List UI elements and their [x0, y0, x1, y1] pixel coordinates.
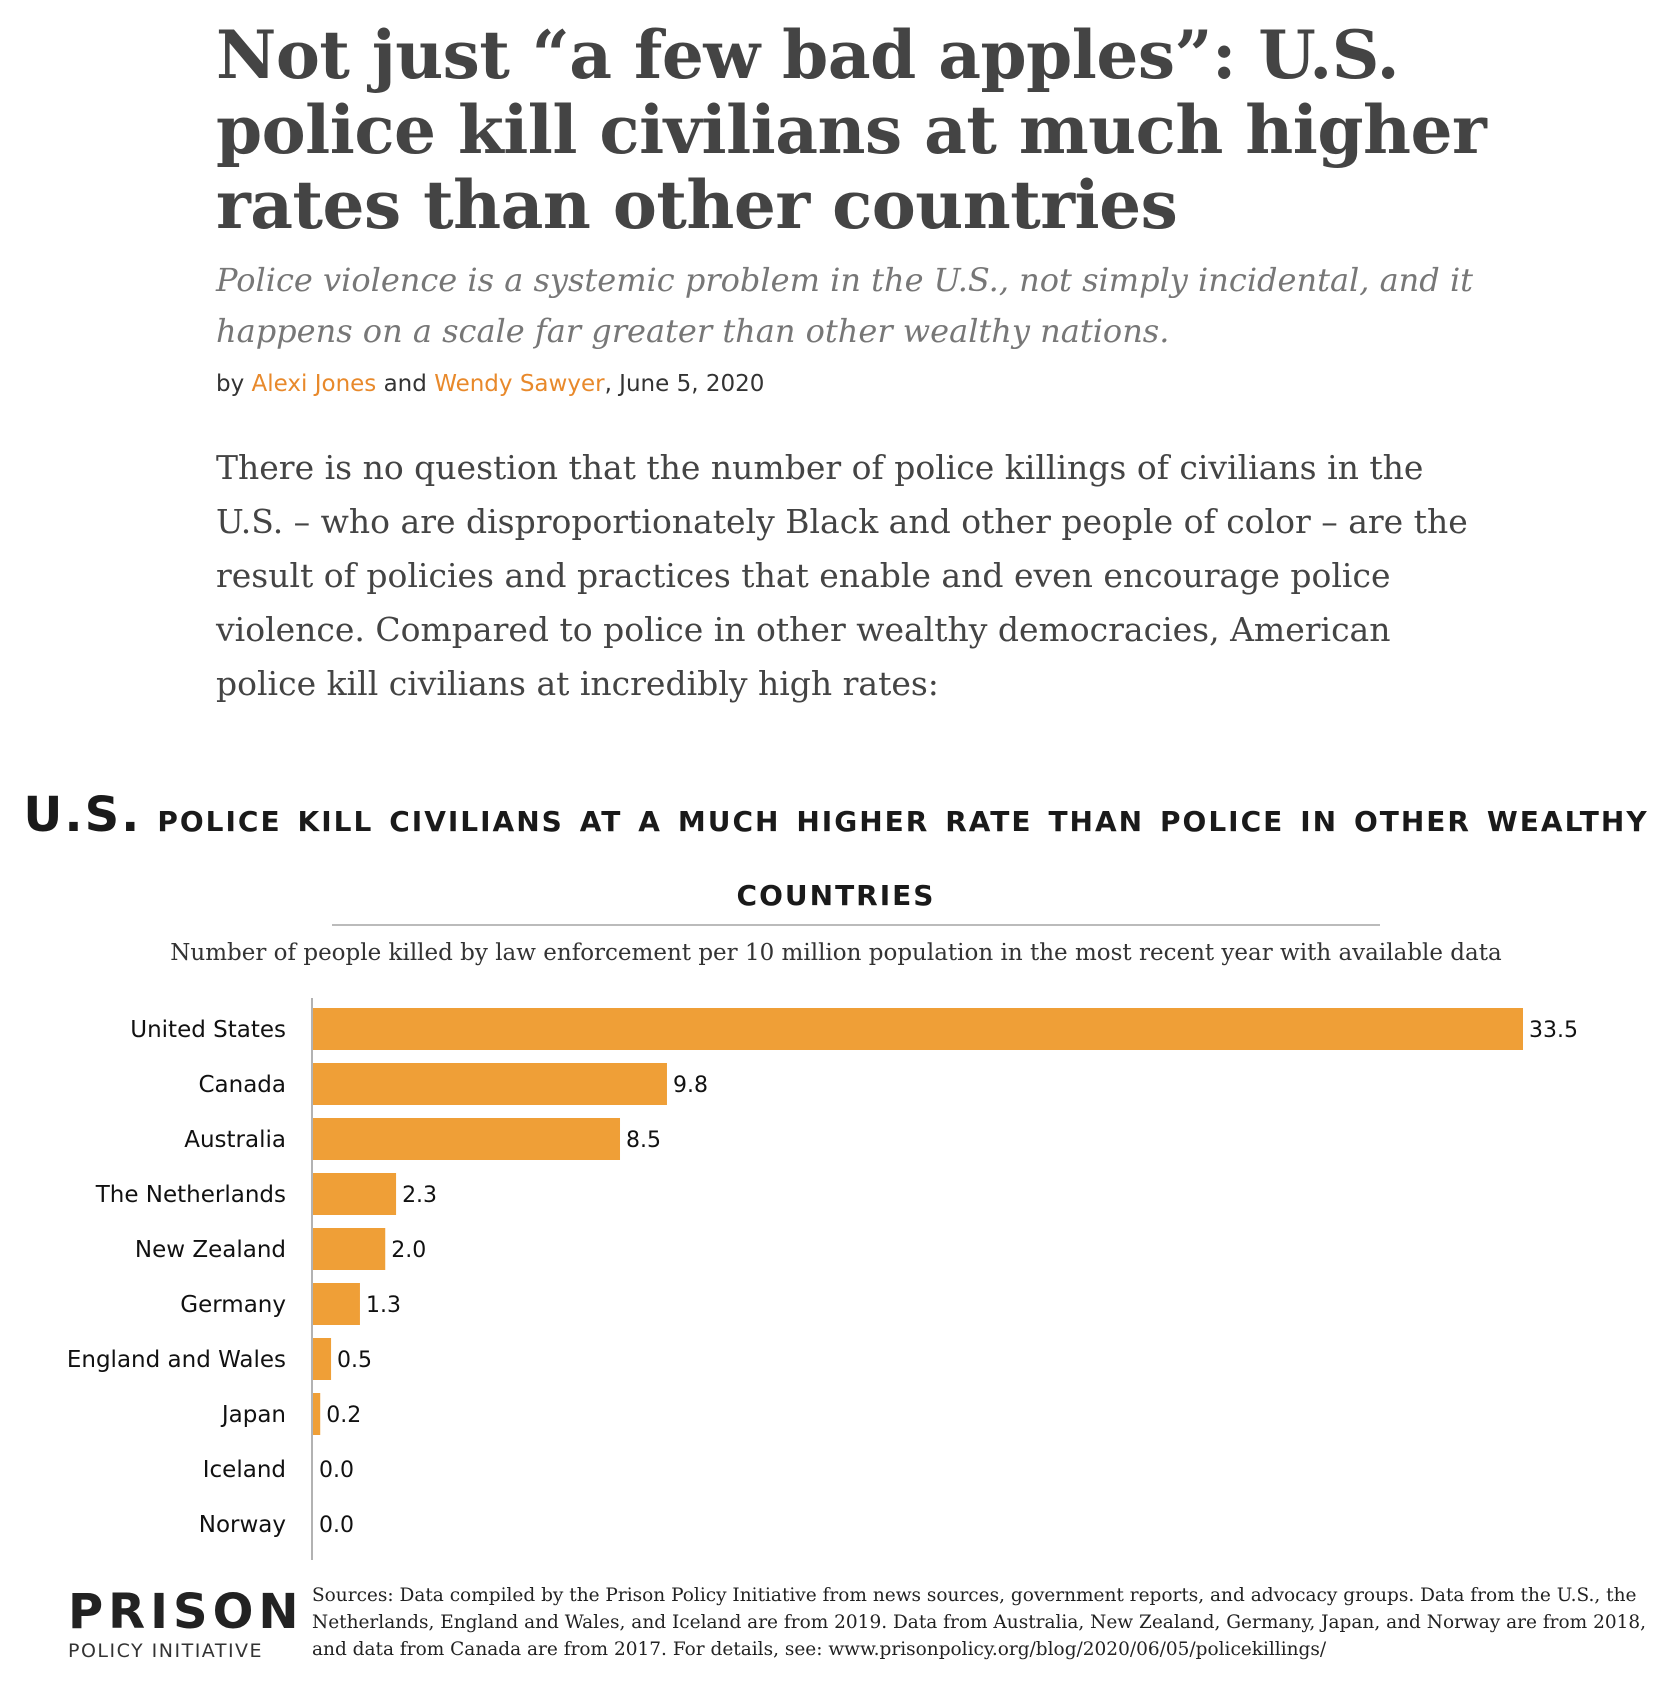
category-label-japan: Japan: [220, 1402, 286, 1428]
byline-prefix: by: [216, 371, 252, 397]
category-label-germany: Germany: [180, 1292, 286, 1318]
chart-title-rest: police kill civilians at a much higher r…: [157, 795, 1649, 915]
value-label-japan: 0.2: [326, 1403, 361, 1428]
value-label-germany: 1.3: [366, 1293, 401, 1318]
value-label-united-states: 33.5: [1529, 1018, 1578, 1043]
byline-conjunction: and: [376, 371, 435, 397]
value-label-canada: 9.8: [673, 1073, 708, 1098]
category-label-united-states: United States: [130, 1017, 286, 1043]
bar-new-zealand: [313, 1228, 386, 1270]
value-label-australia: 8.5: [626, 1128, 661, 1153]
author-link-wendy-sawyer[interactable]: Wendy Sawyer: [434, 371, 605, 397]
value-label-iceland: 0.0: [319, 1458, 354, 1483]
chart-divider: [332, 924, 1380, 926]
bar-canada: [313, 1063, 667, 1105]
chart-subtitle: Number of people killed by law enforceme…: [170, 940, 1502, 966]
category-label-england-and-wales: England and Wales: [67, 1347, 286, 1373]
logo-wordmark-bottom: POLICY INITIATIVE: [68, 1640, 264, 1662]
bar-chart: United States 33.5 Canada 9.8 Australia 8.5 Th…: [67, 998, 1578, 1560]
bar-australia: [313, 1118, 621, 1160]
author-link-alexi-jones[interactable]: Alexi Jones: [251, 371, 377, 397]
category-label-iceland: Iceland: [203, 1457, 286, 1483]
bar-germany: [313, 1283, 360, 1325]
sources-note: Sources: Data compiled by the Prison Pol…: [312, 1585, 1647, 1660]
bar-england-and-wales: [313, 1338, 332, 1380]
chart-title-lead: U.S.: [23, 787, 142, 843]
value-label-new-zealand: 2.0: [391, 1238, 426, 1263]
value-label-england-and-wales: 0.5: [337, 1348, 372, 1373]
category-label-australia: Australia: [184, 1127, 286, 1153]
value-label-the-netherlands: 2.3: [402, 1183, 437, 1208]
category-label-new-zealand: New Zealand: [135, 1237, 286, 1263]
article-header: Not just “a few bad apples”: U.S. police…: [216, 18, 1516, 711]
category-label-norway: Norway: [199, 1512, 286, 1538]
bar-united-states: [313, 1008, 1523, 1050]
byline: by Alexi Jones and Wendy Sawyer, June 5,…: [216, 371, 1516, 397]
byline-date: , June 5, 2020: [604, 371, 765, 397]
dek: Police violence is a systemic problem in…: [216, 261, 1474, 350]
headline: Not just “a few bad apples”: U.S. police…: [216, 16, 1487, 244]
article-body: There is no question that the number of …: [216, 448, 1468, 703]
category-label-canada: Canada: [198, 1072, 286, 1098]
category-label-the-netherlands: The Netherlands: [95, 1182, 286, 1208]
value-label-norway: 0.0: [319, 1513, 354, 1538]
logo-wordmark-top: PRISON: [68, 1584, 304, 1640]
bar-japan: [313, 1393, 321, 1435]
bar-the-netherlands: [313, 1173, 397, 1215]
chart-title: U.S. police kill civilians at a much hig…: [0, 778, 1672, 929]
prison-policy-initiative-logo: PRISON POLICY INITIATIVE: [68, 1584, 304, 1664]
